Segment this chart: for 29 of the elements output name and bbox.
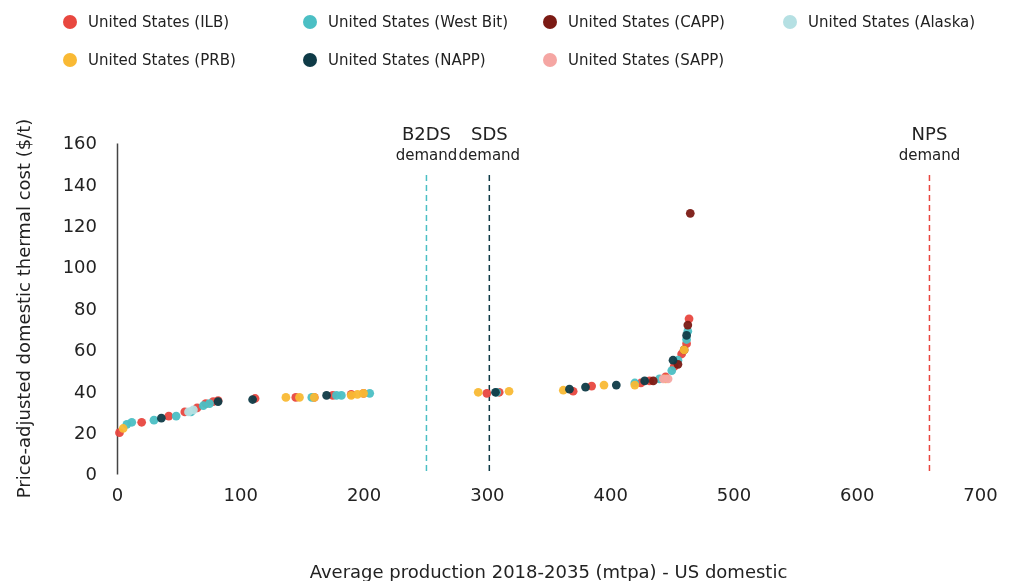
ref-line-label: NPS demand [898, 123, 961, 164]
x-tick-label: 0 [111, 483, 124, 505]
legend-label: United States (SAPP) [568, 51, 725, 69]
x-tick-label: 700 [963, 483, 998, 505]
legend-label: United States (PRB) [88, 51, 236, 69]
y-tick-label: 140 [62, 173, 97, 195]
x-tick-label: 400 [593, 483, 628, 505]
legend-label: United States (ILB) [88, 13, 230, 31]
x-tick-label: 300 [470, 483, 505, 505]
y-axis-title: Price-adjusted domestic thermal cost ($/t) [13, 118, 34, 499]
legend-label: United States (CAPP) [568, 13, 725, 31]
x-tick-label: 500 [716, 483, 752, 505]
y-tick-label: 20 [74, 421, 97, 443]
x-tick-label: 200 [346, 483, 382, 505]
y-tick-label: 60 [74, 339, 97, 361]
legend-label: United States (NAPP) [328, 51, 486, 69]
y-tick-label: 80 [74, 297, 97, 319]
y-tick-label: 40 [74, 380, 97, 402]
y-tick-label: 160 [62, 132, 97, 154]
y-tick-label: 0 [85, 463, 97, 485]
ref-line-label: B2DS demand [395, 123, 458, 164]
y-tick-label: 100 [62, 256, 97, 278]
ref-line-label: SDS demand [458, 123, 521, 164]
y-tick-label: 120 [62, 215, 97, 237]
x-axis-title: Average production 2018-2035 (mtpa) - US domestic [309, 561, 788, 581]
legend-label: United States (Alaska) [808, 13, 976, 31]
x-tick-label: 600 [840, 483, 875, 505]
legend-label: United States (West Bit) [328, 13, 509, 31]
x-tick-label: 100 [223, 483, 258, 505]
